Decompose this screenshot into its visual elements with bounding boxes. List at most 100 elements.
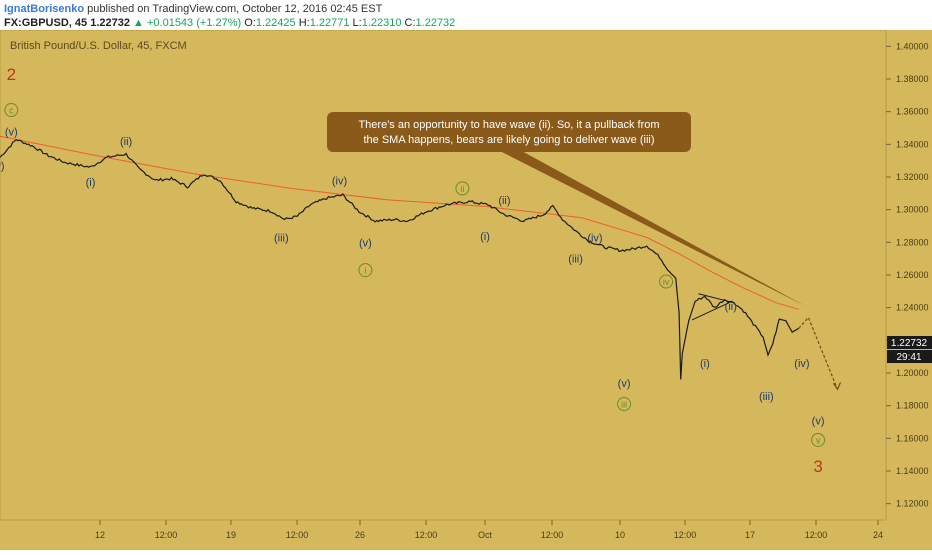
wave-label-circle xyxy=(358,263,373,278)
y-tick-label: 1.18000 xyxy=(896,401,929,411)
x-tick-label: 12:00 xyxy=(155,530,178,540)
wave-label-circle xyxy=(4,103,19,118)
y-tick-label: 1.36000 xyxy=(896,107,929,117)
wave-label-circle xyxy=(455,181,470,196)
chart-background xyxy=(0,30,932,550)
open-label: O: xyxy=(244,17,256,29)
y-tick-label: 1.34000 xyxy=(896,139,929,149)
wave-label-circled-text: ii xyxy=(460,184,464,194)
x-tick-label: Oct xyxy=(478,530,493,540)
wave-label-minor: (i) xyxy=(86,177,96,189)
high-label: H: xyxy=(298,17,310,29)
wave-label-circled-text: iv xyxy=(663,277,670,287)
chart-title: British Pound/U.S. Dollar, 45, FXCM xyxy=(10,40,187,52)
callout-pointer xyxy=(498,150,806,307)
wave-label-minor: (iv) xyxy=(587,232,602,244)
quote-line: FX:GBPUSD, 45 1.22732 ▲ +0.01543 (+1.27%… xyxy=(4,17,455,29)
triangle-upper-line xyxy=(698,293,731,303)
wave-label-circled-text: i xyxy=(364,266,366,276)
y-tick-label: 1.12000 xyxy=(896,499,929,509)
wave-label-minor: (i) xyxy=(700,358,710,370)
y-tick-label: 1.24000 xyxy=(896,303,929,313)
x-tick-label: 12:00 xyxy=(415,530,438,540)
callout-text-line1: There's an opportunity to have wave (ii)… xyxy=(358,119,659,131)
publish-line: IgnatBorisenko published on TradingView.… xyxy=(4,3,382,15)
wave-label-circled-text: v xyxy=(816,435,821,445)
callout-box[interactable] xyxy=(327,112,691,152)
y-tick-label: 1.16000 xyxy=(896,433,929,443)
y-tick-label: 1.26000 xyxy=(896,270,929,280)
y-tick-label: 1.38000 xyxy=(896,74,929,84)
last-price: 1.22732 xyxy=(90,17,130,29)
wave-label-minor: (v) xyxy=(5,126,18,138)
symbol-label[interactable]: FX:GBPUSD, 45 xyxy=(4,17,88,29)
x-tick-label: 12:00 xyxy=(674,530,697,540)
callout-text-line2: the SMA happens, bears are likely going … xyxy=(363,134,654,146)
wave-labels: 2c(v)v)(i)(ii)(iii)(iv)(v)iii(ii)(i)(iv)… xyxy=(0,65,826,476)
price-line xyxy=(0,138,799,380)
annotation-callout[interactable]: There's an opportunity to have wave (ii)… xyxy=(327,112,806,307)
wave-label-minor: (v) xyxy=(812,415,825,427)
x-tick-label: 26 xyxy=(355,530,365,540)
publish-info: published on TradingView.com, October 12… xyxy=(87,3,383,15)
x-axis: 12 12:00 19 12:00 26 12:00 Oct 12:00 10 12:00 17 12… xyxy=(95,520,883,540)
wave-label-minor: (iii) xyxy=(759,391,774,403)
wave-label-major: 2 xyxy=(7,65,16,84)
high-value: 1.22771 xyxy=(309,17,350,29)
y-tick-label: 1.32000 xyxy=(896,172,929,182)
wave-label-minor: (iv) xyxy=(794,358,809,370)
projection-layer xyxy=(798,316,842,391)
price-tags: 1.22732 29:41 xyxy=(887,336,932,363)
wave-label-circle xyxy=(617,397,632,412)
sma-layer xyxy=(0,135,799,310)
wave-label-major: 3 xyxy=(813,457,822,476)
y-tick-label: 1.14000 xyxy=(896,466,929,476)
price-change: +0.01543 (+1.27%) xyxy=(146,17,242,29)
countdown-tag xyxy=(887,350,932,363)
projection-path xyxy=(798,316,839,390)
wave-label-minor: (iv) xyxy=(332,175,347,187)
x-tick-label: 19 xyxy=(226,530,236,540)
wave-label-minor: (ii) xyxy=(498,195,510,207)
wave-label-minor: (v) xyxy=(618,378,631,390)
open-value: 1.22425 xyxy=(255,17,296,29)
current-price-text: 1.22732 xyxy=(891,338,928,349)
triangle-up-icon: ▲ xyxy=(133,17,144,29)
triangle-lower-line xyxy=(691,301,731,321)
y-tick-label: 1.20000 xyxy=(896,368,929,378)
chart-header: IgnatBorisenko published on TradingView.… xyxy=(0,0,932,30)
countdown-text: 29:41 xyxy=(896,352,921,363)
y-axis: 1.40000 1.38000 1.36000 1.34000 1.32000 1.300… xyxy=(886,41,929,509)
wave-label-circled-text: iii xyxy=(621,400,627,410)
x-tick-label: 10 xyxy=(615,530,625,540)
close-value: 1.22732 xyxy=(415,17,456,29)
x-tick-label: 12:00 xyxy=(805,530,828,540)
y-tick-label: 1.28000 xyxy=(896,237,929,247)
current-price-tag xyxy=(887,336,932,349)
low-value: 1.22310 xyxy=(361,17,402,29)
price-layer xyxy=(0,138,799,380)
wave-label-minor: v) xyxy=(0,161,5,173)
low-label: L: xyxy=(352,17,362,29)
x-tick-label: 12:00 xyxy=(286,530,309,540)
x-tick-label: 12 xyxy=(95,530,105,540)
wave-label-circle xyxy=(659,274,674,289)
chart-area[interactable]: British Pound/U.S. Dollar, 45, FXCM 1.40… xyxy=(0,29,932,550)
wave-label-minor: (iii) xyxy=(568,254,583,266)
sma-line xyxy=(0,135,799,310)
x-tick-label: 17 xyxy=(745,530,755,540)
wave-label-minor: (i) xyxy=(480,231,490,243)
y-tick-label: 1.40000 xyxy=(896,41,929,51)
wave-label-minor: (v) xyxy=(359,237,372,249)
triangle-pattern xyxy=(691,293,731,321)
x-tick-label: 12:00 xyxy=(541,530,564,540)
wave-label-minor: (ii) xyxy=(120,136,132,148)
wave-label-circle xyxy=(811,432,826,447)
wave-label-circled-text: c xyxy=(9,106,14,116)
wave-label-minor: (iii) xyxy=(274,232,289,244)
y-tick-label: 1.30000 xyxy=(896,205,929,215)
x-tick-label: 24 xyxy=(873,530,883,540)
author-link[interactable]: IgnatBorisenko xyxy=(4,3,85,15)
wave-label-minor: (ii) xyxy=(725,301,737,313)
price-chart[interactable]: British Pound/U.S. Dollar, 45, FXCM 1.40… xyxy=(0,29,932,550)
